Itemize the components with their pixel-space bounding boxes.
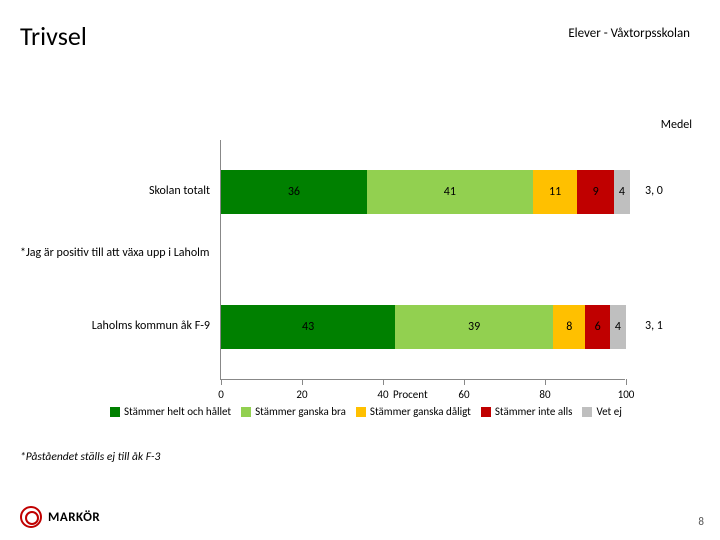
legend-swatch — [481, 407, 491, 417]
legend-label: Stämmer inte alls — [495, 405, 573, 418]
bar-segment: 9 — [577, 170, 613, 214]
page-subtitle: Elever - Våxtorpsskolan — [568, 26, 690, 41]
bar-segment: 11 — [533, 170, 578, 214]
x-axis-label: Procent — [393, 388, 428, 401]
bar-row-label: Laholms kommun åk F-9 — [20, 319, 210, 333]
x-tick-label: 100 — [618, 388, 635, 401]
legend-item: Vet ej — [582, 405, 621, 418]
bar-row: 4339864 — [221, 305, 626, 349]
page-number: 8 — [698, 515, 704, 528]
x-tick — [626, 379, 627, 385]
x-tick-label: 0 — [218, 388, 224, 401]
legend-item: Stämmer inte alls — [481, 405, 573, 418]
x-tick — [302, 379, 303, 385]
bar-segment: 4 — [610, 305, 626, 349]
x-tick-label: 80 — [539, 388, 550, 401]
bar-segment: 4 — [614, 170, 630, 214]
bar-segment: 6 — [585, 305, 609, 349]
bar-segment: 8 — [553, 305, 585, 349]
question-label: *Jag är positiv till att växa upp i Laho… — [20, 246, 220, 261]
legend-item: Stämmer helt och hållet — [110, 405, 231, 418]
legend-item: Stämmer ganska dåligt — [356, 405, 471, 418]
bar-segment: 41 — [367, 170, 533, 214]
bar-segment: 36 — [221, 170, 367, 214]
footnote: *Påståendet ställs ej till åk F-3 — [20, 450, 160, 464]
legend-swatch — [241, 407, 251, 417]
legend-item: Stämmer ganska bra — [241, 405, 346, 418]
mean-column-header: Medel — [661, 118, 692, 132]
x-tick-label: 20 — [296, 388, 307, 401]
bar-segment: 43 — [221, 305, 395, 349]
legend-swatch — [582, 407, 592, 417]
bar-segment: 39 — [395, 305, 553, 349]
x-tick-label: 60 — [458, 388, 469, 401]
legend-swatch — [356, 407, 366, 417]
x-tick — [221, 379, 222, 385]
bar-row: 36411194 — [221, 170, 630, 214]
x-tick — [464, 379, 465, 385]
legend-label: Stämmer ganska dåligt — [370, 405, 471, 418]
legend-label: Vet ej — [596, 405, 621, 418]
legend-label: Stämmer helt och hållet — [124, 405, 231, 418]
logo-text: MARKÖR — [48, 510, 100, 525]
mean-value: 3, 1 — [645, 319, 685, 333]
chart: 020406080100Procent364111944339864 Skola… — [20, 140, 680, 410]
chart-plot: 020406080100Procent364111944339864 — [220, 140, 625, 380]
legend-swatch — [110, 407, 120, 417]
x-tick — [545, 379, 546, 385]
x-tick — [383, 379, 384, 385]
logo: MARKÖR — [20, 506, 100, 528]
bar-row-label: Skolan totalt — [20, 184, 210, 198]
legend: Stämmer helt och hållet Stämmer ganska br… — [110, 405, 670, 418]
logo-icon — [20, 506, 42, 528]
x-tick-label: 40 — [377, 388, 388, 401]
legend-label: Stämmer ganska bra — [255, 405, 346, 418]
mean-value: 3, 0 — [645, 184, 685, 198]
page-title: Trivsel — [20, 20, 87, 52]
